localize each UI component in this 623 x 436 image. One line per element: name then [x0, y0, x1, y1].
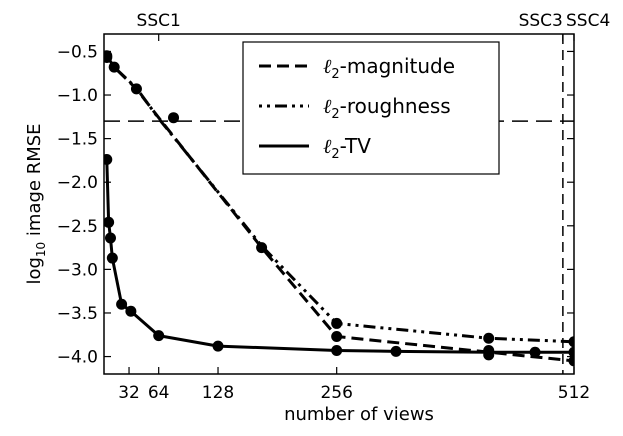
data-point: [483, 332, 495, 344]
data-point: [130, 83, 142, 95]
top-tick-label: SSC1: [137, 11, 181, 31]
data-point: [390, 345, 402, 357]
x-tick-label: 512: [558, 383, 590, 403]
legend-label-3: ℓ2-TV: [323, 134, 371, 162]
legend-label-2: ℓ2-roughness: [323, 94, 451, 122]
y-tick-label: −1.0: [57, 86, 98, 106]
y-tick-label: −2.5: [57, 217, 98, 237]
data-point: [104, 232, 116, 244]
data-point: [568, 346, 574, 358]
y-tick-label: −4.0: [57, 348, 98, 368]
x-tick-label: 128: [202, 383, 234, 403]
plot-area: −0.5 −1.0 −1.5 −2.0 −2.5 −3.0 −3.5 −4.0 32 64 128 2…: [24, 11, 610, 425]
y-tick-label: −2.0: [57, 173, 98, 193]
legend-box: [242, 41, 500, 175]
y-axis-title: log10 image RMSE: [24, 123, 48, 284]
x-tick-label: 256: [320, 383, 352, 403]
x-tick-label: 64: [148, 383, 170, 403]
data-point: [168, 112, 180, 124]
data-point: [331, 317, 343, 329]
data-point: [104, 216, 115, 228]
data-point: [568, 355, 574, 367]
y-tick-label: −3.0: [57, 260, 98, 280]
y-tick-label: −3.5: [57, 304, 98, 324]
data-point: [108, 61, 120, 73]
data-point: [331, 331, 343, 343]
data-point: [256, 242, 268, 254]
data-point: [106, 252, 118, 264]
data-point: [529, 346, 541, 358]
data-point: [104, 52, 113, 64]
top-tick-label: SSC4: [566, 11, 610, 31]
legend-label-1: ℓ2-magnitude: [323, 54, 455, 82]
data-point: [116, 298, 128, 310]
data-point: [104, 154, 113, 166]
data-layer: [104, 34, 574, 374]
y-tick-label: −0.5: [57, 42, 98, 62]
data-point: [153, 330, 165, 342]
data-point: [483, 349, 495, 361]
data-point: [212, 340, 224, 352]
top-tick-label: SSC3: [519, 11, 563, 31]
x-axis-title: number of views: [284, 404, 434, 425]
data-point: [331, 344, 343, 356]
data-point: [125, 305, 137, 317]
plot-frame: [103, 33, 575, 375]
x-tick-label: 32: [118, 383, 140, 403]
data-point: [568, 336, 574, 348]
y-tick-label: −1.5: [57, 130, 98, 150]
